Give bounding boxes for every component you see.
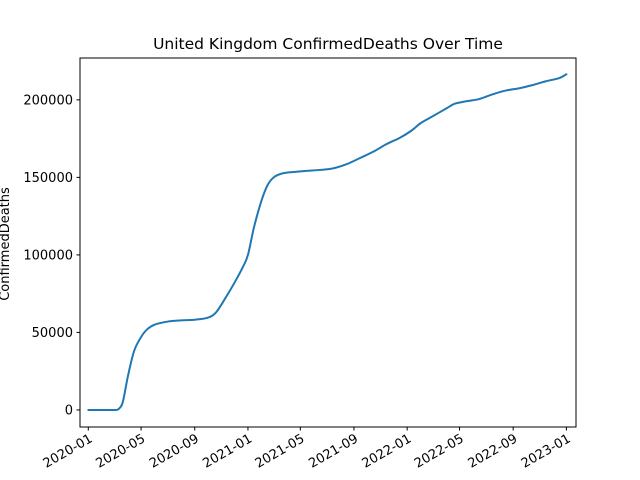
- y-tick-label: 150000: [23, 171, 73, 186]
- x-tick-label: 2020-09: [147, 431, 202, 471]
- x-tick-label: 2022-09: [466, 431, 521, 471]
- x-tick-label: 2022-05: [412, 431, 467, 471]
- x-tick-label: 2022-01: [360, 431, 415, 471]
- y-tick-label: 200000: [23, 93, 73, 108]
- x-tick-label: 2020-01: [41, 431, 96, 471]
- y-tick-label: 100000: [23, 248, 73, 263]
- chart-title: United Kingdom ConfirmedDeaths Over Time: [153, 35, 503, 53]
- y-tick-label: 0: [65, 403, 73, 418]
- x-tick-label: 2021-09: [306, 431, 361, 471]
- y-axis: 0 50000 100000 150000 200000: [23, 93, 80, 418]
- x-tick-label: 2023-01: [519, 431, 574, 471]
- y-tick-label: 50000: [32, 326, 73, 341]
- x-tick-label: 2020-05: [94, 431, 149, 471]
- series-line: [87, 73, 568, 412]
- plot-frame: [79, 57, 577, 428]
- x-tick-label: 2021-05: [253, 431, 308, 471]
- y-axis-label: ConfirmedDeaths: [0, 187, 13, 301]
- x-tick-label: 2021-01: [200, 431, 255, 471]
